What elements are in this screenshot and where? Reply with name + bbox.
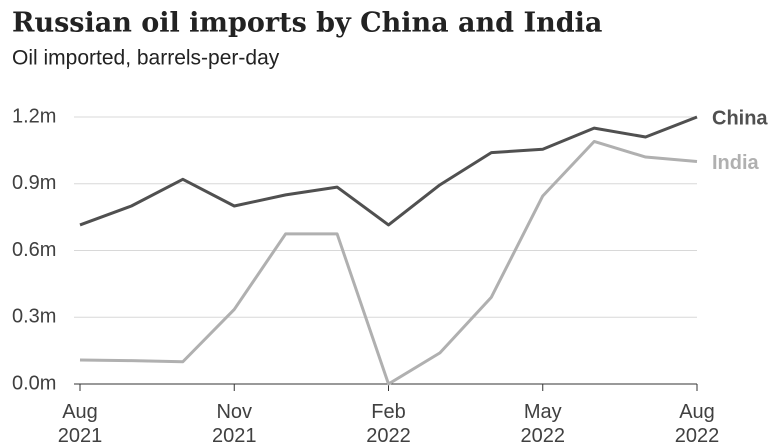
series-label: China: [712, 107, 768, 129]
chart-subtitle: Oil imported, barrels-per-day: [12, 47, 280, 70]
x-tick-label: Aug 2021: [57, 401, 103, 447]
y-tick-label: 0.0m: [12, 372, 56, 394]
x-tick-label: Feb 2022: [366, 401, 411, 447]
y-tick-label: 1.2m: [12, 105, 56, 127]
line-series: [79, 139, 698, 386]
series-label: India: [712, 152, 760, 174]
y-tick-label: 0.6m: [12, 239, 56, 261]
line-series: [79, 115, 698, 227]
x-tick-label: Aug 2022: [674, 401, 720, 447]
chart-title: Russian oil imports by China and India: [12, 8, 602, 39]
x-tick-label: May 2022: [520, 401, 566, 447]
y-tick-label: 0.3m: [12, 306, 56, 328]
x-tick-label: Nov 2021: [212, 401, 257, 447]
y-tick-label: 0.9m: [12, 172, 56, 194]
